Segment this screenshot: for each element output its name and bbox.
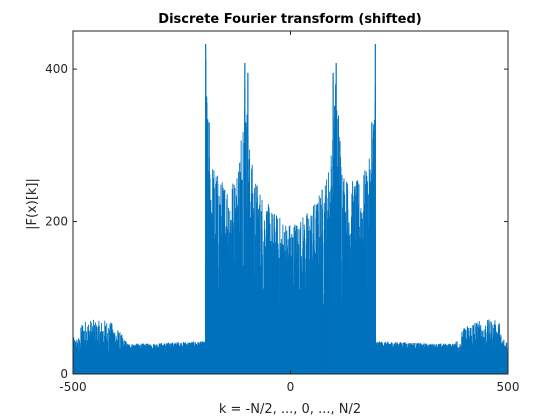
spectrum-bars	[73, 43, 508, 374]
x-tick-label: 500	[497, 380, 520, 394]
chart-title: Discrete Fourier transform (shifted)	[158, 12, 421, 27]
y-axis-label: |F(x)[k]|	[25, 178, 40, 230]
x-tick-label: -500	[59, 380, 86, 394]
y-tick-label: 0	[60, 367, 68, 381]
x-tick-label: 0	[287, 380, 295, 394]
y-tick-label: 400	[45, 62, 68, 76]
y-tick-label: 200	[45, 215, 68, 229]
axis-ticks	[72, 31, 509, 375]
x-axis-label: k = -N/2, ..., 0, ..., N/2	[219, 402, 361, 417]
